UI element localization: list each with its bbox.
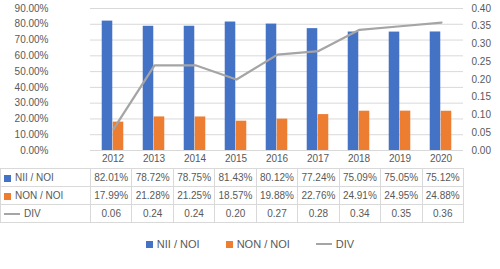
html-text:75.12%: 75.12% <box>425 172 460 183</box>
html-text:0.34: 0.34 <box>350 208 370 219</box>
html-text:78.75%: 78.75% <box>177 172 211 183</box>
svg-text:0.20: 0.20 <box>472 74 492 85</box>
html-text:NII / NOI: NII / NOI <box>15 172 54 183</box>
svg-text:0.25: 0.25 <box>472 56 492 67</box>
svg-text:0.05: 0.05 <box>472 127 492 138</box>
svg-text:20.00%: 20.00% <box>15 113 49 124</box>
html-text:0.35: 0.35 <box>391 208 411 219</box>
svg-text:60.00%: 60.00% <box>15 50 49 61</box>
svg-text:90.00%: 90.00% <box>15 3 49 14</box>
svg-text:0.15: 0.15 <box>472 91 492 102</box>
svg-text:0.10: 0.10 <box>472 109 492 120</box>
html-text:24.95%: 24.95% <box>384 190 419 201</box>
svg-text:2020: 2020 <box>430 153 453 164</box>
html-text:0.24: 0.24 <box>184 208 204 219</box>
svg-text:2017: 2017 <box>307 153 330 164</box>
html-text:21.28%: 21.28% <box>135 190 170 201</box>
svg-text:2012: 2012 <box>102 153 125 164</box>
html-text:81.43%: 81.43% <box>218 172 253 183</box>
html-text:0.27: 0.27 <box>267 208 287 219</box>
svg-text:30.00%: 30.00% <box>15 97 49 108</box>
html-text:0.36: 0.36 <box>433 208 453 219</box>
html-text:21.25%: 21.25% <box>177 190 211 201</box>
html-text:80.12%: 80.12% <box>260 172 294 183</box>
html-text:NON / NOI: NON / NOI <box>236 238 290 250</box>
html-text:NON / NOI: NON / NOI <box>15 190 64 201</box>
svg-text:10.00%: 10.00% <box>15 129 49 140</box>
svg-text:2014: 2014 <box>184 153 207 164</box>
html-text:77.24%: 77.24% <box>301 172 336 183</box>
html-text:22.76%: 22.76% <box>301 190 336 201</box>
svg-text:2013: 2013 <box>143 153 166 164</box>
html-text:DIV: DIV <box>24 208 41 219</box>
svg-text:2018: 2018 <box>348 153 371 164</box>
svg-text:2015: 2015 <box>225 153 248 164</box>
svg-text:70.00%: 70.00% <box>15 34 49 45</box>
html-text:75.05%: 75.05% <box>384 172 419 183</box>
html-text:24.91%: 24.91% <box>342 190 377 201</box>
html-text:0.24: 0.24 <box>142 208 163 219</box>
svg-text:0.35: 0.35 <box>472 20 492 31</box>
html-text:0.06: 0.06 <box>101 208 121 219</box>
svg-text:2019: 2019 <box>389 153 412 164</box>
svg-text:40.00%: 40.00% <box>15 82 49 93</box>
html-text:17.99%: 17.99% <box>94 190 129 201</box>
html-text:NII / NOI: NII / NOI <box>156 238 200 250</box>
html-text:0.20: 0.20 <box>225 208 246 219</box>
svg-text:0.40: 0.40 <box>472 3 492 14</box>
html-text:0.28: 0.28 <box>308 208 329 219</box>
html-text:82.01%: 82.01% <box>94 172 129 183</box>
svg-text:2016: 2016 <box>266 153 289 164</box>
html-text:18.57%: 18.57% <box>218 190 253 201</box>
html-text:75.09%: 75.09% <box>342 172 377 183</box>
html-text:19.88%: 19.88% <box>260 190 294 201</box>
svg-text:0.30: 0.30 <box>472 38 492 49</box>
svg-text:0.00%: 0.00% <box>20 145 48 156</box>
html-text:DIV: DIV <box>335 238 355 250</box>
html-text:24.88%: 24.88% <box>425 190 460 201</box>
html-text:78.72%: 78.72% <box>135 172 170 183</box>
svg-text:0.00: 0.00 <box>472 145 492 156</box>
svg-text:50.00%: 50.00% <box>15 66 49 77</box>
svg-text:80.00%: 80.00% <box>15 18 49 29</box>
